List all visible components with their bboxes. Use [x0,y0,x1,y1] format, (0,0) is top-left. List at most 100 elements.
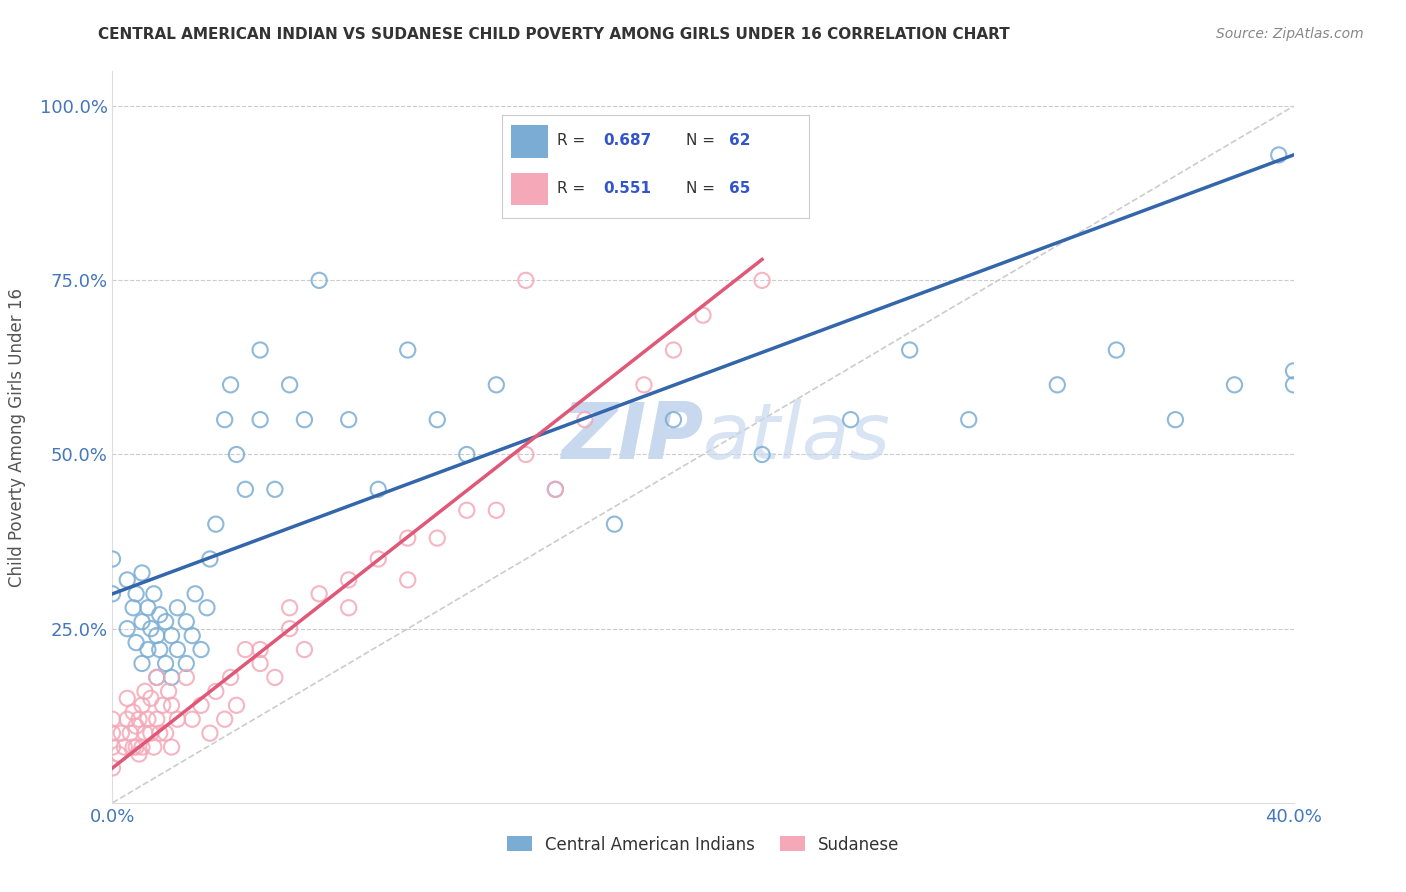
Point [1046,377,1069,392]
Point [396,343,419,357]
Point [149,726,172,740]
Point [117,691,138,706]
Point [155,615,177,629]
Point [898,343,921,357]
Point [131,566,153,580]
Point [839,412,862,426]
Point [249,642,271,657]
Point [155,726,177,740]
Point [1105,343,1128,357]
Point [160,698,183,713]
Point [396,531,419,545]
Point [184,587,207,601]
Point [633,377,655,392]
Point [101,552,124,566]
Point [544,483,567,497]
Point [485,377,508,392]
Text: CENTRAL AMERICAN INDIAN VS SUDANESE CHILD POVERTY AMONG GIRLS UNDER 16 CORRELATI: CENTRAL AMERICAN INDIAN VS SUDANESE CHIL… [98,27,1010,42]
Point [205,684,228,698]
Point [195,600,218,615]
Point [166,600,188,615]
Point [110,726,132,740]
Point [426,412,449,426]
Point [515,448,537,462]
Point [157,684,180,698]
Point [225,448,247,462]
Point [249,343,271,357]
Point [662,412,685,426]
Point [139,622,162,636]
Point [308,273,330,287]
Point [337,412,360,426]
Point [1223,377,1246,392]
Point [219,377,242,392]
Point [101,740,124,755]
Point [456,503,478,517]
Point [125,587,148,601]
Point [367,552,389,566]
Point [136,642,159,657]
Point [292,412,315,426]
Point [152,698,174,713]
Point [128,712,150,726]
Point [101,726,124,740]
Text: ZIP: ZIP [561,399,703,475]
Point [155,657,177,671]
Point [174,657,197,671]
Point [131,740,153,755]
Point [181,629,204,643]
Point [181,712,204,726]
Point [136,712,159,726]
Point [117,573,138,587]
Point [160,629,183,643]
Point [107,747,129,761]
Point [131,698,153,713]
Point [957,412,980,426]
Point [146,670,169,684]
Point [160,670,183,684]
Point [146,629,169,643]
Point [249,412,271,426]
Point [292,642,315,657]
Point [101,761,124,775]
Point [751,448,773,462]
Point [122,740,145,755]
Point [515,273,537,287]
Point [337,573,360,587]
Point [1282,377,1305,392]
Point [101,587,124,601]
Point [134,726,156,740]
Point [233,642,256,657]
Point [751,273,773,287]
Point [131,615,153,629]
Point [146,670,169,684]
Point [692,308,714,322]
Point [122,600,145,615]
Text: Source: ZipAtlas.com: Source: ZipAtlas.com [1216,27,1364,41]
Point [134,684,156,698]
Point [662,343,685,357]
Point [249,657,271,671]
Point [160,740,183,755]
Point [128,747,150,761]
Legend: Central American Indians, Sudanese: Central American Indians, Sudanese [501,829,905,860]
Point [117,712,138,726]
Point [125,635,148,649]
Point [166,642,188,657]
Point [1164,412,1187,426]
Point [190,698,212,713]
Point [120,726,142,740]
Point [278,622,301,636]
Point [142,740,165,755]
Point [174,615,197,629]
Point [101,712,124,726]
Point [1282,364,1305,378]
Point [198,552,221,566]
Point [574,412,596,426]
Point [131,657,153,671]
Point [233,483,256,497]
Point [396,573,419,587]
Point [214,712,236,726]
Point [146,712,169,726]
Point [112,740,135,755]
